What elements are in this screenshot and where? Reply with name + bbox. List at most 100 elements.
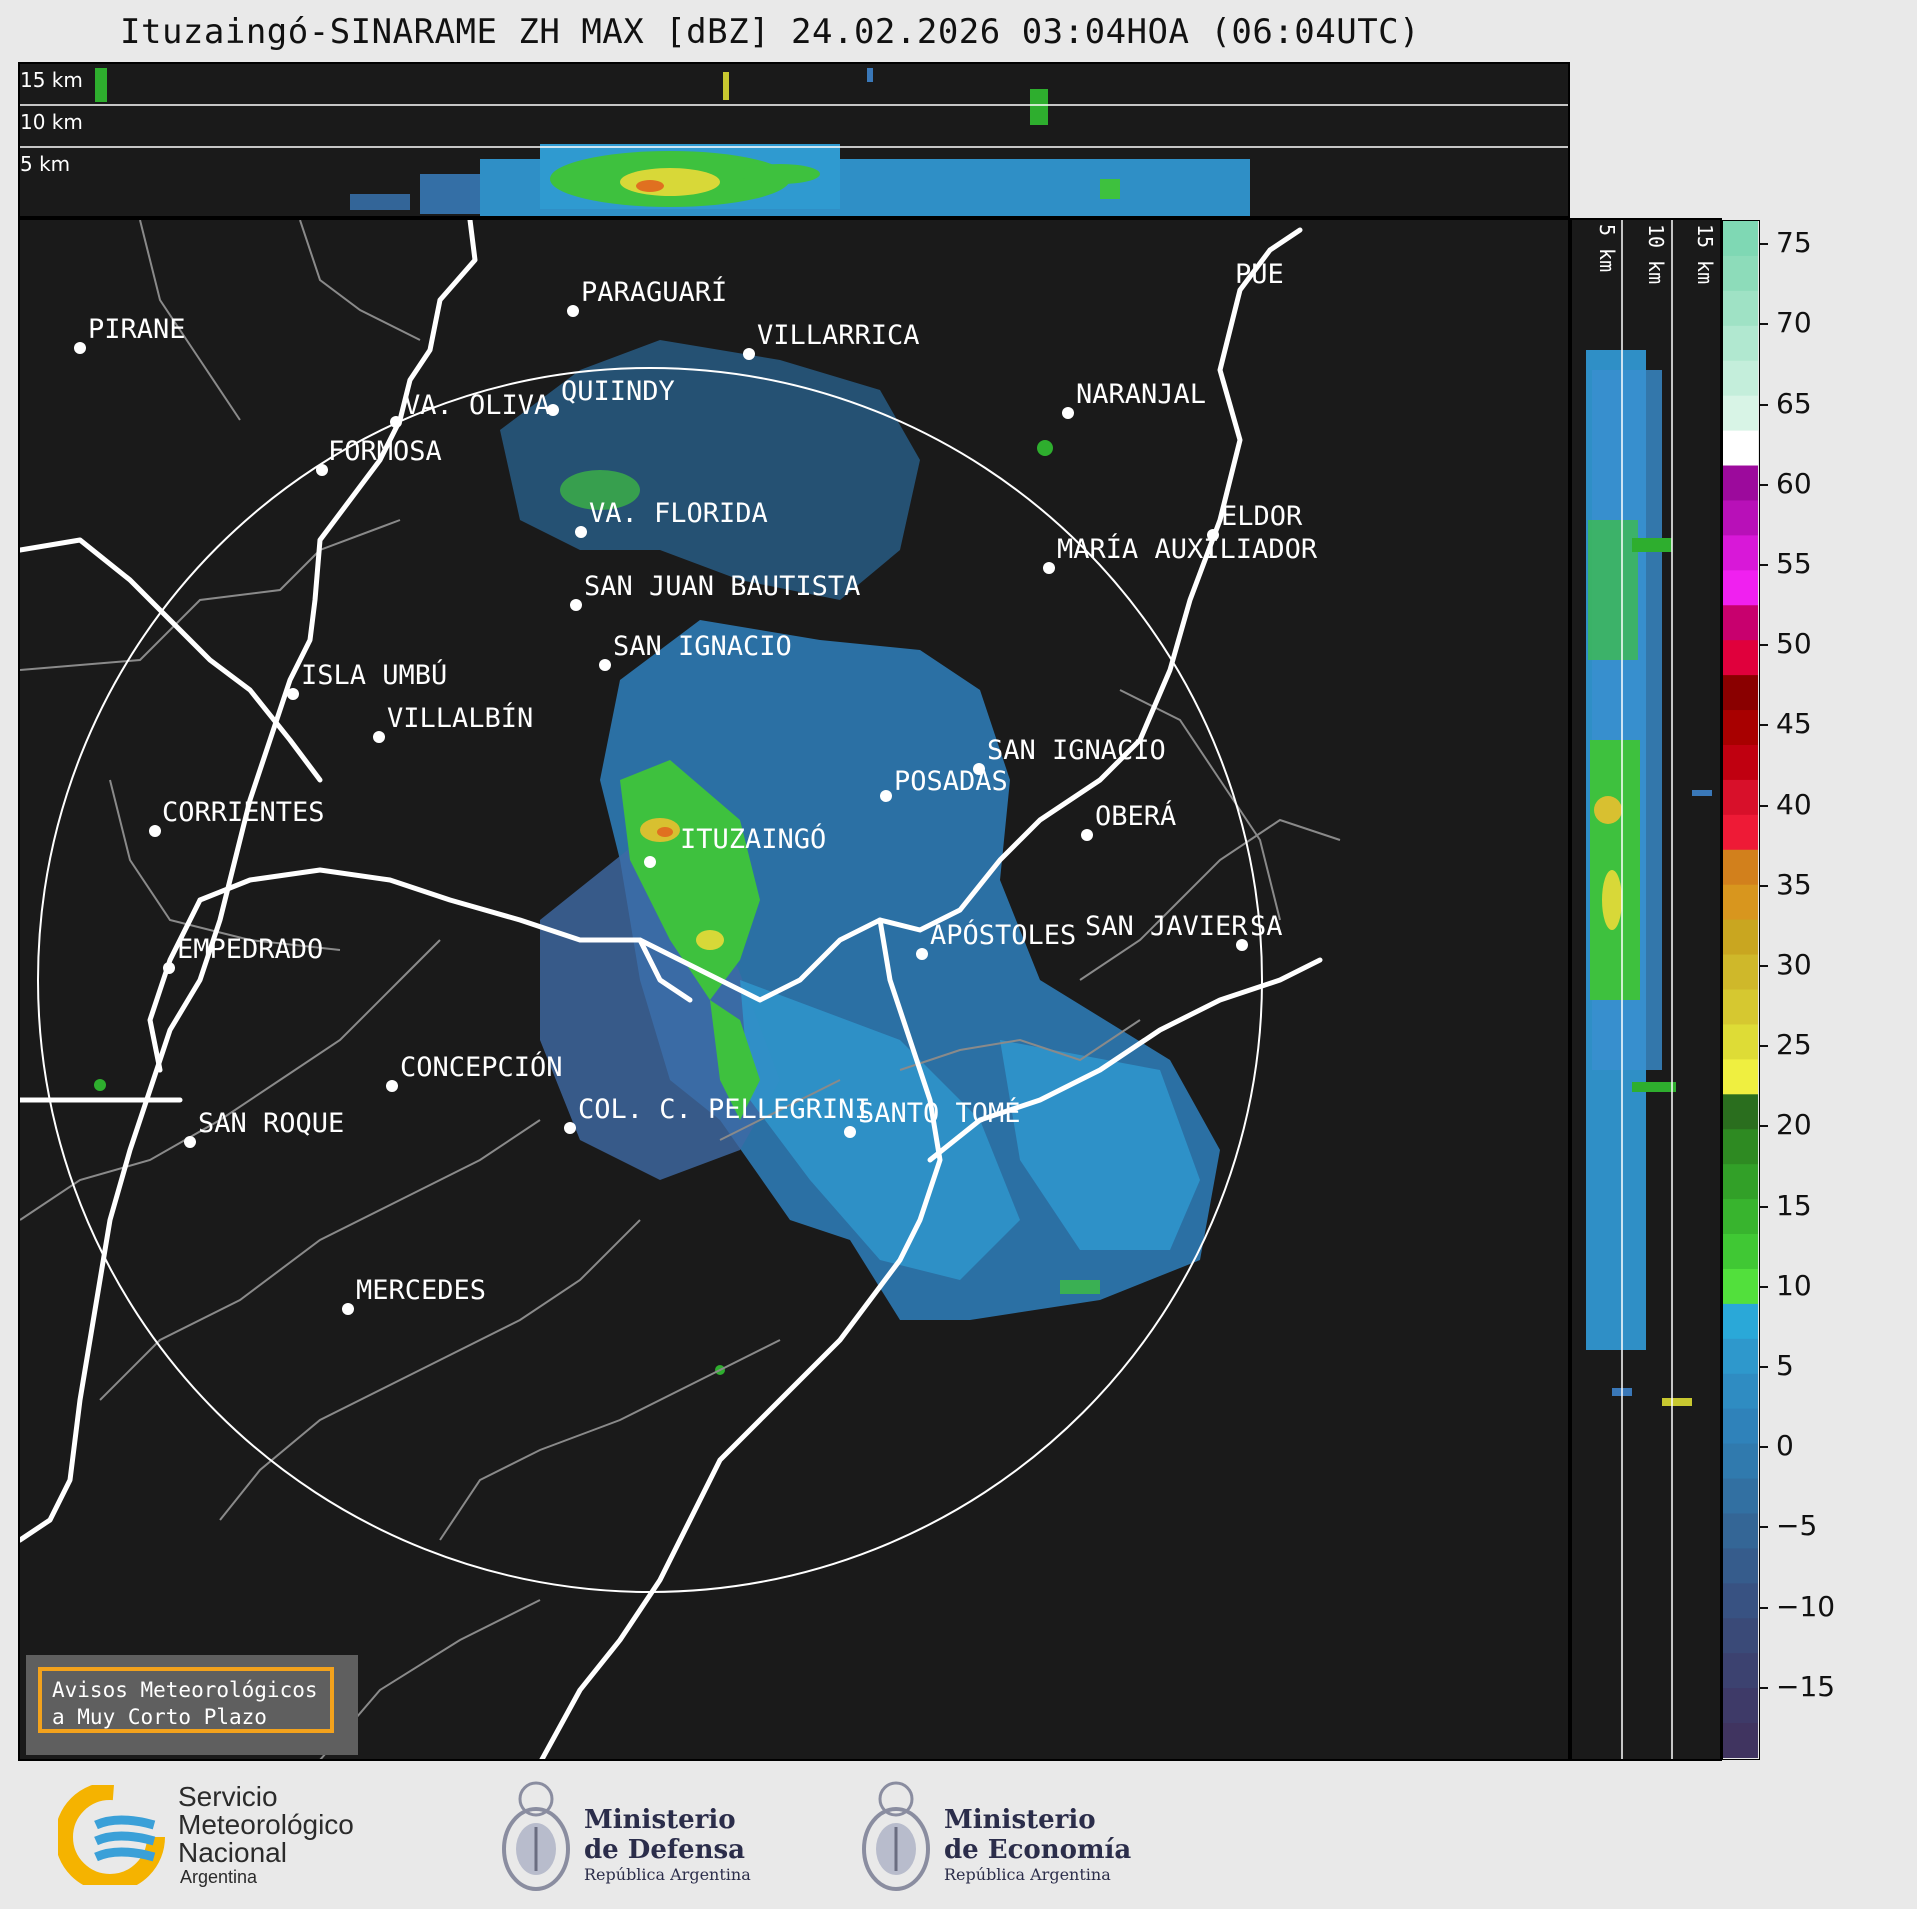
economia-line-3: República Argentina bbox=[944, 1865, 1111, 1884]
side-height-label-15km: 15 km bbox=[1693, 224, 1717, 284]
colorbar-tick-label: 30 bbox=[1776, 947, 1812, 981]
colorbar-band bbox=[1723, 1513, 1758, 1550]
top-cross-section-plot bbox=[20, 68, 1568, 216]
colorbar-tick-label: 35 bbox=[1776, 867, 1812, 901]
notice-box-border: Avisos Meteorológicos a Muy Corto Plazo bbox=[38, 1667, 334, 1733]
colorbar-band bbox=[1723, 849, 1758, 886]
colorbar-tick-label: 15 bbox=[1776, 1188, 1812, 1222]
notice-line-2: a Muy Corto Plazo bbox=[52, 1705, 267, 1729]
city-label: MERCEDES bbox=[356, 1275, 486, 1306]
colorbar-band bbox=[1723, 1094, 1758, 1130]
colorbar-tick-label: −15 bbox=[1776, 1669, 1836, 1703]
colorbar-band bbox=[1723, 430, 1758, 467]
city-marker-naranjal bbox=[1062, 407, 1074, 419]
city-label: PARAGUARÍ bbox=[581, 276, 727, 308]
colorbar-band bbox=[1723, 1234, 1758, 1270]
colorbar-band bbox=[1723, 605, 1758, 641]
colorbar-band bbox=[1723, 1268, 1758, 1305]
city-marker-san-ignacio-ar bbox=[973, 763, 985, 775]
colorbar-tick-label: −10 bbox=[1776, 1589, 1836, 1623]
colorbar-band bbox=[1723, 1024, 1758, 1060]
colorbar-band bbox=[1723, 1618, 1758, 1654]
smn-logo bbox=[55, 1782, 168, 1892]
colorbar-band bbox=[1723, 710, 1758, 746]
economia-text: Ministerio de Economía República Argenti… bbox=[944, 1805, 1131, 1884]
city-label: SAN JAVIER bbox=[1085, 911, 1248, 942]
colorbar-band bbox=[1723, 570, 1758, 606]
top-cross-section-panel: 15 km 10 km 5 km bbox=[18, 62, 1570, 218]
city-marker-mercedes bbox=[342, 1303, 354, 1315]
colorbar-band bbox=[1723, 1548, 1758, 1584]
colorbar-tick-label: 0 bbox=[1776, 1429, 1794, 1463]
top-height-label-15km: 15 km bbox=[20, 68, 83, 92]
defensa-line-1: Ministerio bbox=[584, 1805, 736, 1835]
notice-box[interactable]: Avisos Meteorológicos a Muy Corto Plazo bbox=[26, 1655, 358, 1755]
colorbar-tick-label: 20 bbox=[1776, 1108, 1812, 1142]
city-marker-pirane bbox=[74, 342, 86, 354]
city-label: SANTO TOMÉ bbox=[858, 1097, 1021, 1129]
city-label: SA bbox=[1250, 911, 1283, 942]
city-marker-empedrado bbox=[163, 962, 175, 974]
city-label: QUIINDY bbox=[561, 376, 675, 407]
colorbar-swatches bbox=[1723, 221, 1758, 1759]
map-title: Ituzaingó-SINARAME ZH MAX [dBZ] 24.02.20… bbox=[120, 12, 1421, 52]
side-echo-band bbox=[1586, 350, 1712, 1406]
reflectivity-colorbar bbox=[1722, 220, 1760, 1760]
colorbar-tick-label: 10 bbox=[1776, 1268, 1812, 1302]
colorbar-tick-label: 40 bbox=[1776, 787, 1812, 821]
city-label: COL. C. PELLEGRINI bbox=[578, 1094, 871, 1125]
economia-line-1: Ministerio bbox=[944, 1805, 1096, 1835]
city-marker-san-roque bbox=[184, 1136, 196, 1148]
city-marker-corrientes bbox=[149, 825, 161, 837]
city-label: PUE bbox=[1235, 259, 1284, 290]
city-label: CONCEPCIÓN bbox=[400, 1051, 563, 1083]
radar-map-panel: PIRANE PARAGUARÍ VILLARRICA QUIINDY VA. … bbox=[18, 218, 1570, 1761]
side-height-label-10km: 10 km bbox=[1644, 224, 1668, 284]
colorbar-tick-label: 55 bbox=[1776, 546, 1812, 580]
defensa-line-3: República Argentina bbox=[584, 1865, 751, 1884]
colorbar-band bbox=[1723, 1443, 1758, 1480]
colorbar-band bbox=[1723, 1583, 1758, 1619]
city-marker-va-oliva bbox=[390, 416, 402, 428]
city-marker-paraguari bbox=[567, 305, 579, 317]
colorbar-band bbox=[1723, 1653, 1758, 1689]
economia-line-2: de Economía bbox=[944, 1835, 1132, 1865]
colorbar-band bbox=[1723, 919, 1758, 956]
colorbar-tick-label: 75 bbox=[1776, 226, 1812, 260]
city-label: APÓSTOLES bbox=[930, 919, 1076, 951]
city-marker-posadas bbox=[880, 790, 892, 802]
radar-range-ring bbox=[37, 367, 1263, 1593]
city-label: SAN IGNACIO bbox=[987, 735, 1166, 766]
city-markers bbox=[74, 305, 1248, 1315]
colorbar-band bbox=[1723, 1303, 1758, 1340]
colorbar-band bbox=[1723, 1373, 1758, 1410]
city-marker-col-pellegrini bbox=[564, 1122, 576, 1134]
side-cross-section-panel: 5 km 10 km 15 km bbox=[1570, 218, 1722, 1761]
colorbar-band bbox=[1723, 1338, 1758, 1375]
city-label: FORMOSA bbox=[328, 436, 442, 467]
argentine-coat-of-arms-icon bbox=[862, 1781, 930, 1891]
colorbar-band bbox=[1723, 814, 1758, 851]
colorbar-tick-label: −5 bbox=[1776, 1509, 1818, 1543]
city-label: EMPEDRADO bbox=[177, 934, 323, 965]
smn-line-3: Nacional bbox=[178, 1837, 287, 1868]
smn-text: Servicio Meteorológico Nacional Argentin… bbox=[178, 1783, 354, 1888]
colorbar-band bbox=[1723, 989, 1758, 1026]
city-label: NARANJAL bbox=[1076, 379, 1206, 410]
city-labels: PIRANE PARAGUARÍ VILLARRICA QUIINDY VA. … bbox=[88, 259, 1318, 1306]
city-label: VILLARRICA bbox=[757, 320, 920, 351]
smn-emblem-icon bbox=[55, 1782, 165, 1892]
colorbar-band bbox=[1723, 290, 1758, 327]
colorbar-band bbox=[1723, 395, 1758, 432]
colorbar-band bbox=[1723, 255, 1758, 292]
colorbar-tick-label: 50 bbox=[1776, 627, 1812, 661]
colorbar-band bbox=[1723, 325, 1758, 362]
argentine-coat-of-arms-icon bbox=[502, 1781, 570, 1891]
side-height-label-5km: 5 km bbox=[1595, 224, 1619, 272]
city-marker-san-ignacio-py bbox=[599, 659, 611, 671]
colorbar-tick-label: 60 bbox=[1776, 466, 1812, 500]
radar-map: PIRANE PARAGUARÍ VILLARRICA QUIINDY VA. … bbox=[20, 220, 1341, 1759]
colorbar-band bbox=[1723, 535, 1758, 571]
side-cross-section-plot: 5 km 10 km 15 km bbox=[1586, 220, 1717, 1759]
defensa-text: Ministerio de Defensa República Argentin… bbox=[584, 1805, 751, 1884]
